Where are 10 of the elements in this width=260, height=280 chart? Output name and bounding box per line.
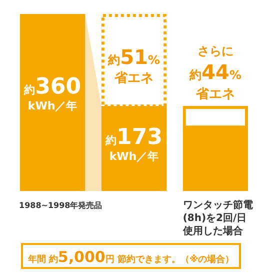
data-label: 約173 kWh／年 — [104, 125, 162, 164]
data-label: 約360 kWh／年 — [23, 74, 82, 113]
text: 年間 約5,000円 節約できます。（※の場合） — [26, 248, 234, 266]
x-tick-label: 1988~1998年発売品 — [19, 201, 102, 210]
annotation: 省エネ — [114, 71, 154, 86]
annotation: 省エネ — [194, 87, 235, 102]
annotation: 約51% — [107, 45, 160, 69]
x-tick-label: ワンタッチ節電(8h)を2回/日使用した場合 — [182, 199, 253, 237]
annotation: 約44% — [188, 60, 242, 84]
annotation: さらに — [197, 44, 234, 58]
